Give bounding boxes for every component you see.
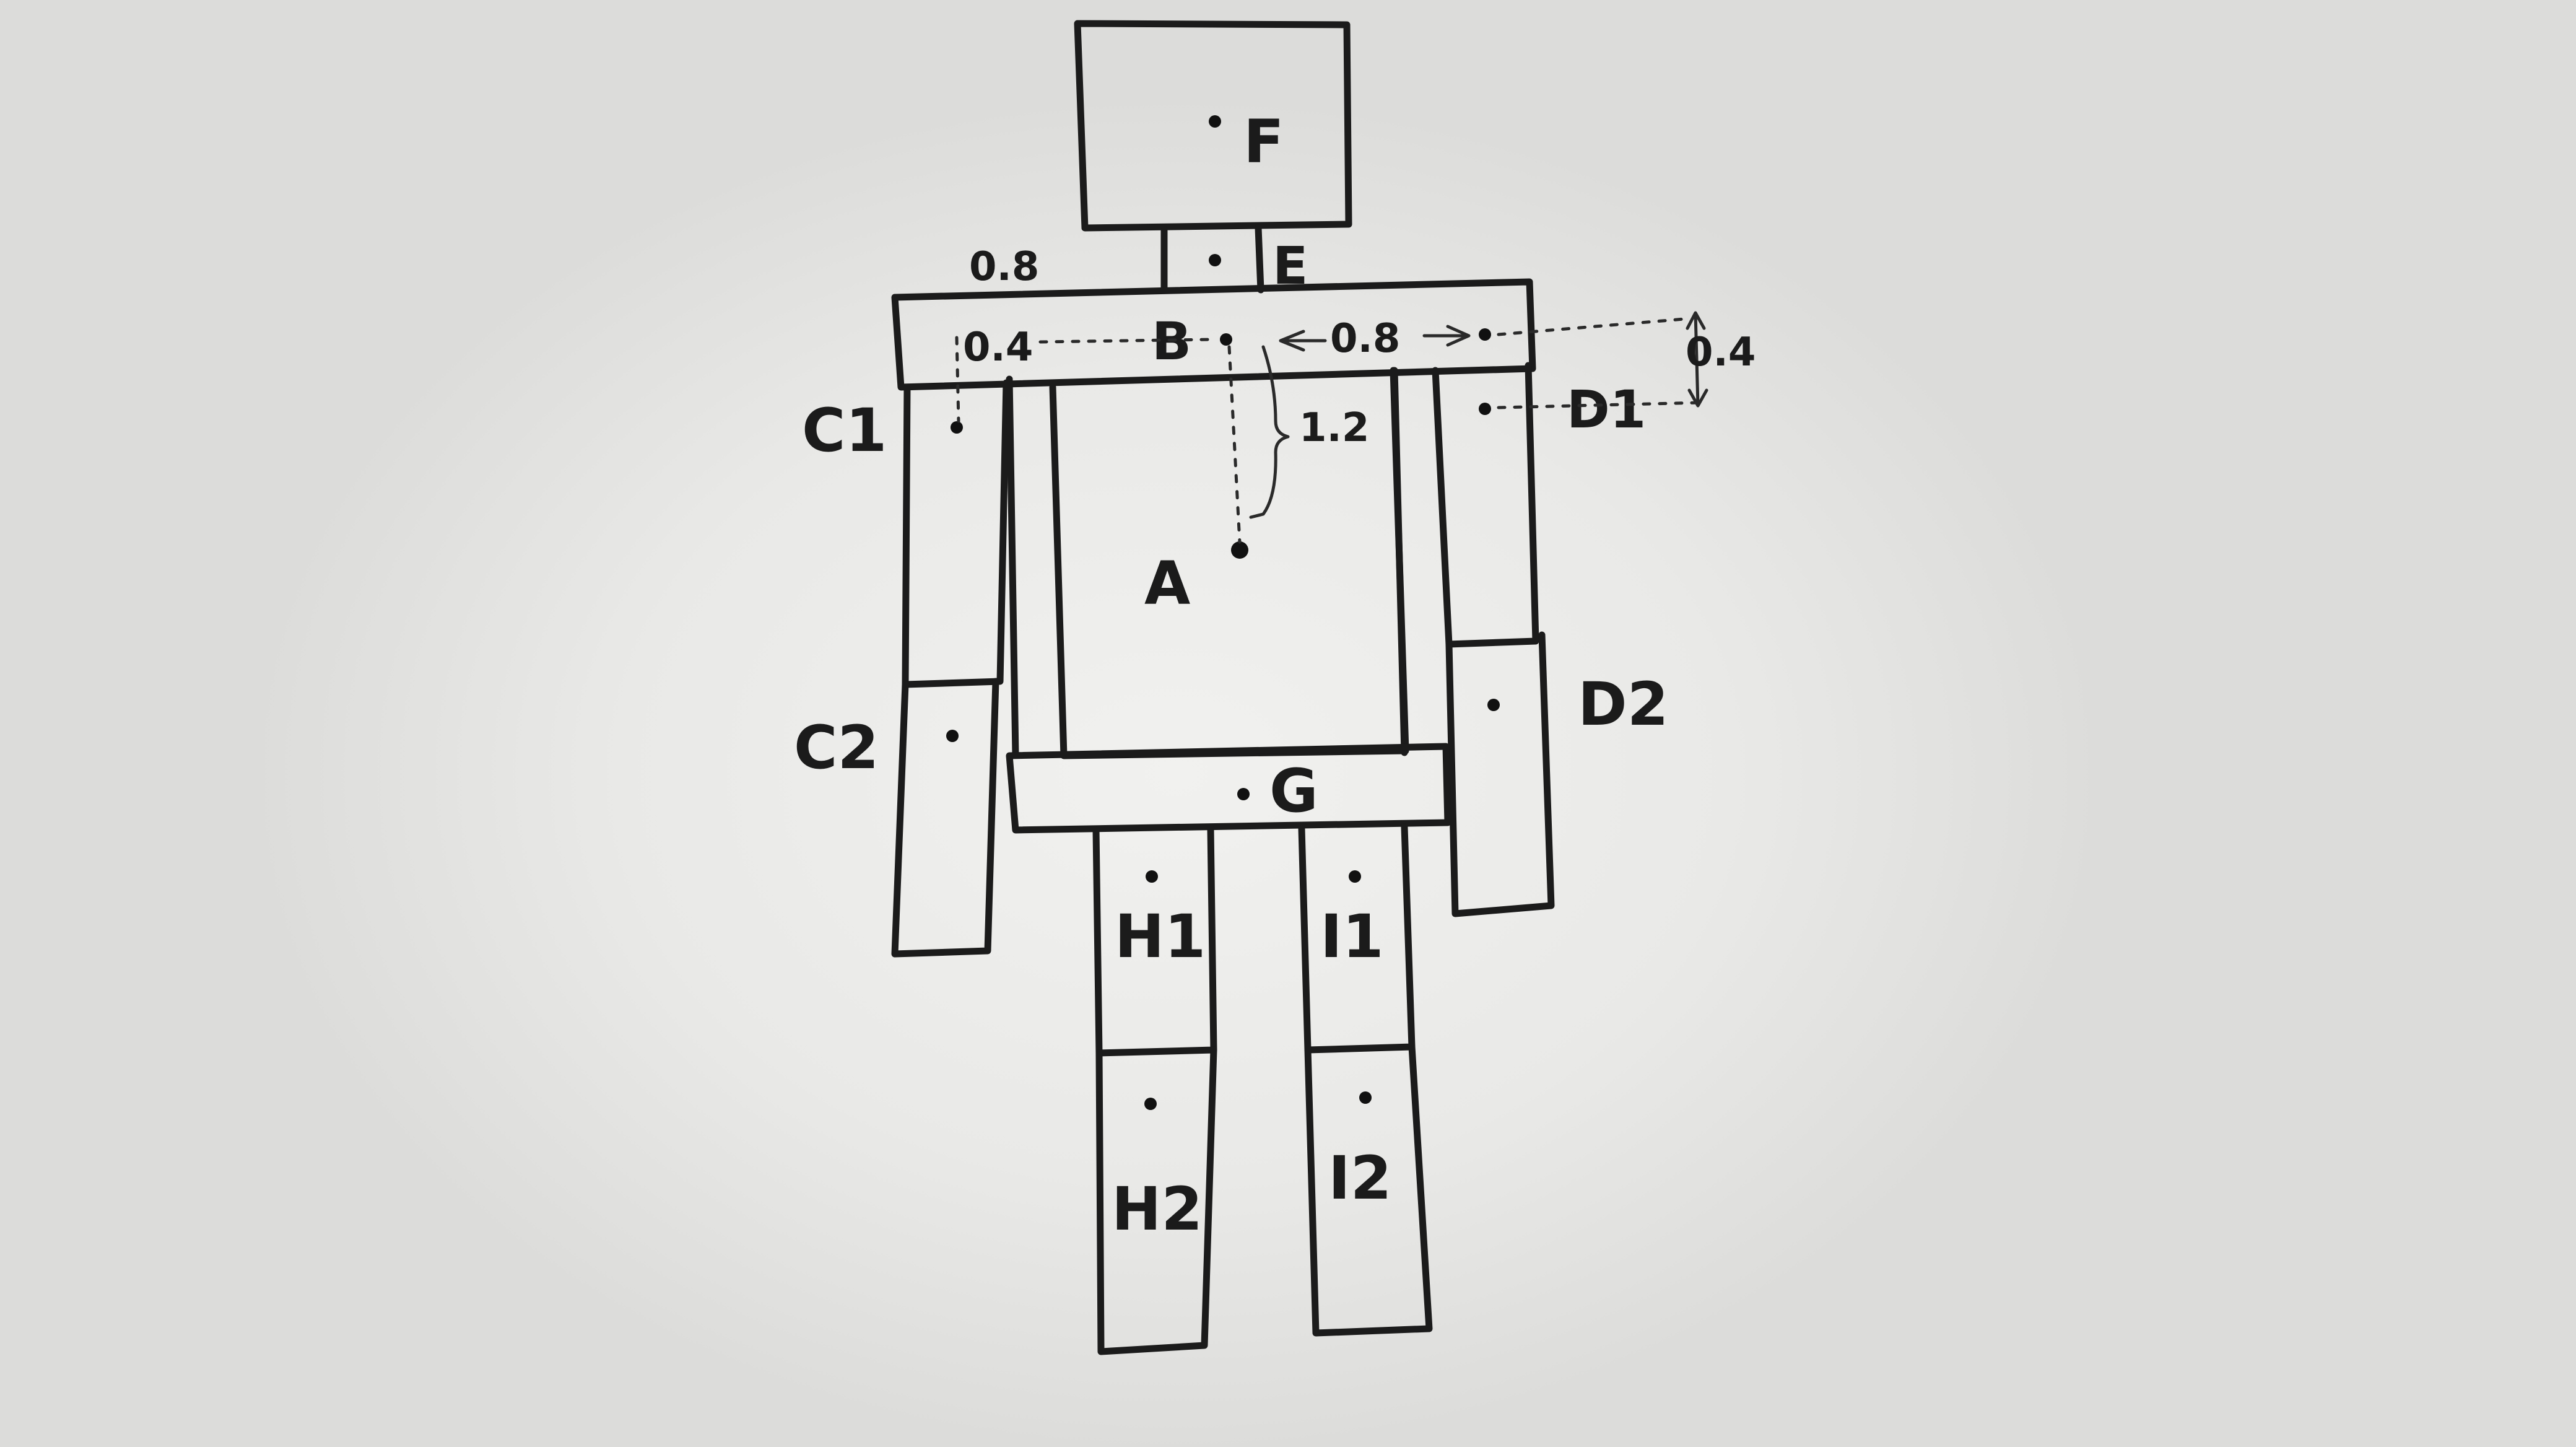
point-I1 xyxy=(1349,870,1361,883)
left-arm-inner-line xyxy=(1006,375,1019,758)
dim-torso-offset-label: 1.2 xyxy=(1299,405,1369,451)
point-E xyxy=(1209,254,1221,266)
dim-shoulder-left-label: 0.4 xyxy=(963,325,1033,370)
label-F: F xyxy=(1243,107,1284,177)
dim-arm-drop-top-line xyxy=(1497,317,1686,336)
part-C2-lower-left-arm xyxy=(891,678,999,958)
label-I2: I2 xyxy=(1328,1143,1392,1213)
point-F xyxy=(1209,115,1221,128)
part-B-shoulder-bar xyxy=(891,278,1536,391)
label-G: G xyxy=(1269,756,1318,826)
point-C1 xyxy=(951,421,963,434)
part-H1-upper-left-leg xyxy=(1092,825,1217,1057)
dim-shoulder-right-arrow xyxy=(1279,325,1471,352)
part-E-neck xyxy=(1160,224,1264,294)
part-C1-upper-left-arm xyxy=(902,379,1010,688)
part-G-pelvis xyxy=(1006,743,1451,834)
dim-torso-offset-dashed xyxy=(1227,345,1242,544)
dim-arm-drop-label: 0.4 xyxy=(1686,330,1756,375)
part-H2-lower-left-leg xyxy=(1095,1046,1217,1355)
label-A: A xyxy=(1144,549,1190,618)
dim-shoulder-left-vertical xyxy=(955,336,960,423)
point-D2 xyxy=(1487,699,1500,711)
part-D1-upper-right-arm xyxy=(1432,362,1539,648)
point-H1 xyxy=(1146,870,1158,883)
part-F-head xyxy=(1074,20,1352,232)
right-arm-inner-line xyxy=(1391,367,1408,756)
dim-shoulder-right-label: 0.8 xyxy=(1330,316,1400,362)
dim-shoulder-top-label: 0.8 xyxy=(969,244,1039,290)
point-B xyxy=(1220,333,1232,346)
dim-shoulder-left-horizontal xyxy=(1038,338,1212,344)
point-D1 xyxy=(1479,403,1491,415)
dim-torso-offset-bracket xyxy=(1249,345,1290,519)
label-I1: I1 xyxy=(1320,902,1384,971)
label-C1: C1 xyxy=(802,396,887,465)
part-I2-lower-right-leg xyxy=(1304,1043,1433,1337)
label-D2: D2 xyxy=(1578,670,1668,739)
label-H1: H1 xyxy=(1115,902,1206,971)
point-H2 xyxy=(1144,1098,1157,1110)
label-D1: D1 xyxy=(1567,379,1646,440)
dim-shoulder-right-end-point xyxy=(1479,328,1491,341)
dim-arm-drop-bottom-line xyxy=(1497,401,1702,409)
point-A xyxy=(1231,541,1248,559)
dim-arm-drop-arrow xyxy=(1686,311,1708,408)
point-I2 xyxy=(1359,1091,1372,1104)
part-I1-upper-right-leg xyxy=(1298,823,1416,1054)
part-D2-lower-right-arm xyxy=(1445,631,1555,917)
label-C2: C2 xyxy=(794,713,879,782)
point-G xyxy=(1237,788,1250,800)
label-H2: H2 xyxy=(1112,1174,1203,1244)
point-C2 xyxy=(946,730,959,742)
